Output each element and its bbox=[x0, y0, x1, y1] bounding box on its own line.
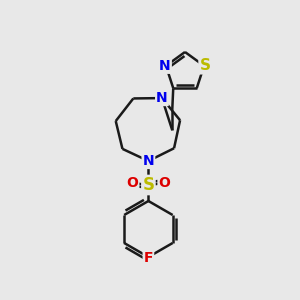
Text: O: O bbox=[127, 176, 138, 190]
Text: F: F bbox=[144, 251, 153, 265]
Text: N: N bbox=[156, 91, 168, 105]
Text: N: N bbox=[159, 59, 171, 73]
Text: O: O bbox=[158, 176, 170, 190]
Text: N: N bbox=[142, 154, 154, 168]
Text: S: S bbox=[200, 58, 211, 73]
Text: S: S bbox=[142, 176, 154, 194]
